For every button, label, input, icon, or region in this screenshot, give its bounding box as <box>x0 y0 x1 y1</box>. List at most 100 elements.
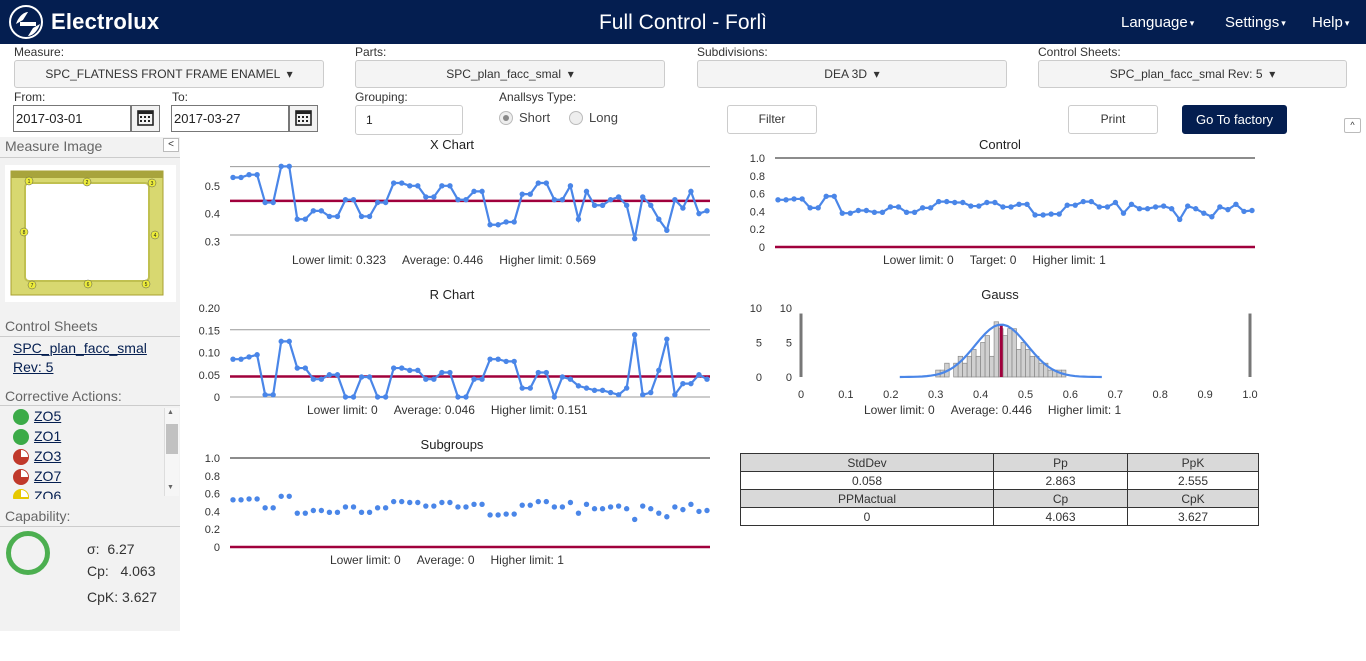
data-point <box>358 213 365 220</box>
cp-label: Cp: <box>87 563 109 579</box>
measure-select-value: SPC_FLATNESS FRONT FRAME ENAMEL <box>45 67 280 81</box>
data-point <box>696 372 702 378</box>
data-point <box>895 204 902 210</box>
data-point <box>519 191 525 197</box>
x-chart-stats: Lower limit: 0.323 Average: 0.446 Higher l… <box>292 253 612 267</box>
data-point <box>374 505 381 511</box>
r-chart-title: R Chart <box>429 287 475 302</box>
control-sheet-link[interactable]: SPC_plan_facc_smal Rev: 5 <box>13 340 147 375</box>
status-partial-icon <box>13 489 29 499</box>
corrective-actions-scrollbar[interactable]: ▲ ▼ <box>164 408 179 496</box>
chevron-left-icon[interactable]: < <box>163 138 179 152</box>
scroll-up-icon[interactable]: ▲ <box>167 409 174 416</box>
data-point <box>286 338 292 345</box>
data-point <box>447 183 453 189</box>
analysis-short-label: Short <box>519 110 551 125</box>
brand-logo[interactable]: Electrolux <box>9 5 159 39</box>
radio-checked-icon <box>499 110 513 125</box>
corrective-action-link[interactable]: ZO7 <box>34 468 62 484</box>
measure-select[interactable]: SPC_FLATNESS FRONT FRAME ENAMEL ▾ <box>14 60 324 88</box>
data-point <box>495 356 501 362</box>
pp-value: 2.863 <box>993 471 1128 490</box>
x-tick-label: 0.6 <box>1063 389 1078 401</box>
scrollbar-thumb[interactable] <box>166 424 178 454</box>
menu-settings[interactable]: Settings ▾ <box>1225 14 1286 31</box>
y-tick-label-left: 10 <box>750 303 762 315</box>
corrective-action-link[interactable]: ZO5 <box>34 408 62 424</box>
data-point <box>455 394 461 400</box>
data-point <box>1024 201 1030 207</box>
corrective-action-link[interactable]: ZO6 <box>34 488 62 499</box>
data-point <box>527 191 533 197</box>
data-point <box>439 499 445 506</box>
data-point <box>1225 206 1231 213</box>
filter-button[interactable]: Filter <box>727 105 817 134</box>
x-tick-label: 1.0 <box>1242 389 1257 401</box>
y-tick-label: 0.4 <box>205 506 220 518</box>
stat-item: Average: 0.046 <box>393 403 475 417</box>
stat-item: Average: 0.446 <box>402 253 484 267</box>
data-point <box>230 356 236 362</box>
data-point <box>607 197 614 203</box>
go-to-factory-button[interactable]: Go To factory <box>1182 105 1287 134</box>
data-point <box>1241 208 1247 215</box>
cpk-value: 3.627 <box>122 589 158 605</box>
data-point <box>423 376 429 382</box>
from-calendar-button[interactable] <box>131 105 160 132</box>
menu-help[interactable]: Help ▾ <box>1312 14 1349 31</box>
stat-item: Higher limit: 1 <box>1032 253 1106 267</box>
data-point <box>704 376 710 382</box>
data-point <box>407 183 413 189</box>
data-point <box>559 197 566 203</box>
data-point <box>382 394 389 400</box>
corrective-action-link[interactable]: ZO1 <box>34 428 62 444</box>
data-point <box>431 376 437 382</box>
data-point <box>623 506 630 512</box>
top-navbar: Electrolux Full Control - Forlì Language… <box>0 0 1366 44</box>
data-point <box>1233 201 1239 207</box>
chevron-down-icon: ▾ <box>1265 67 1276 81</box>
data-point <box>607 504 614 510</box>
grouping-input[interactable]: 1 <box>355 105 463 135</box>
parts-select[interactable]: SPC_plan_facc_smal ▾ <box>355 60 665 88</box>
data-point <box>559 374 566 380</box>
data-point <box>656 510 662 516</box>
cp-value: 4.063 <box>120 563 156 579</box>
data-point <box>992 199 998 206</box>
control-sheets-select[interactable]: SPC_plan_facc_smal Rev: 5 ▾ <box>1038 60 1347 88</box>
print-button[interactable]: Print <box>1068 105 1158 134</box>
data-point <box>262 392 268 398</box>
scroll-down-icon[interactable]: ▼ <box>167 484 174 491</box>
data-point <box>318 507 325 514</box>
data-point <box>1193 206 1199 212</box>
histogram-bar <box>993 321 999 378</box>
corrective-action-link[interactable]: ZO3 <box>34 448 62 464</box>
data-point <box>599 387 606 394</box>
data-point <box>1056 211 1062 217</box>
from-date-input[interactable]: 2017-03-01 <box>13 105 131 132</box>
data-point <box>672 504 678 510</box>
normal-curve <box>899 323 1102 379</box>
subdivisions-select[interactable]: DEA 3D ▾ <box>697 60 1007 88</box>
cpk-value: 3.627 <box>1127 507 1259 526</box>
control-chart: 1.0 0.8 0.6 0.4 0.2 0 <box>750 153 1255 254</box>
to-date-input[interactable]: 2017-03-27 <box>171 105 289 132</box>
to-calendar-button[interactable] <box>289 105 318 132</box>
data-point <box>1176 216 1183 223</box>
data-point <box>1112 199 1119 206</box>
analysis-long-radio[interactable]: Long <box>569 110 618 125</box>
measure-point-label: 6 <box>87 282 90 288</box>
analysis-long-label: Long <box>589 110 618 125</box>
control-sheets-title: Control Sheets <box>5 318 98 334</box>
analysis-short-radio[interactable]: Short <box>499 110 550 125</box>
status-complete-icon <box>13 409 29 425</box>
data-point <box>278 493 284 499</box>
chevron-up-icon[interactable]: ^ <box>1344 118 1361 133</box>
data-point <box>294 365 300 371</box>
data-point <box>374 394 381 400</box>
menu-language[interactable]: Language ▾ <box>1121 14 1194 31</box>
parts-label: Parts: <box>355 45 387 59</box>
data-point <box>1144 206 1151 212</box>
histogram-bar <box>1016 349 1022 378</box>
